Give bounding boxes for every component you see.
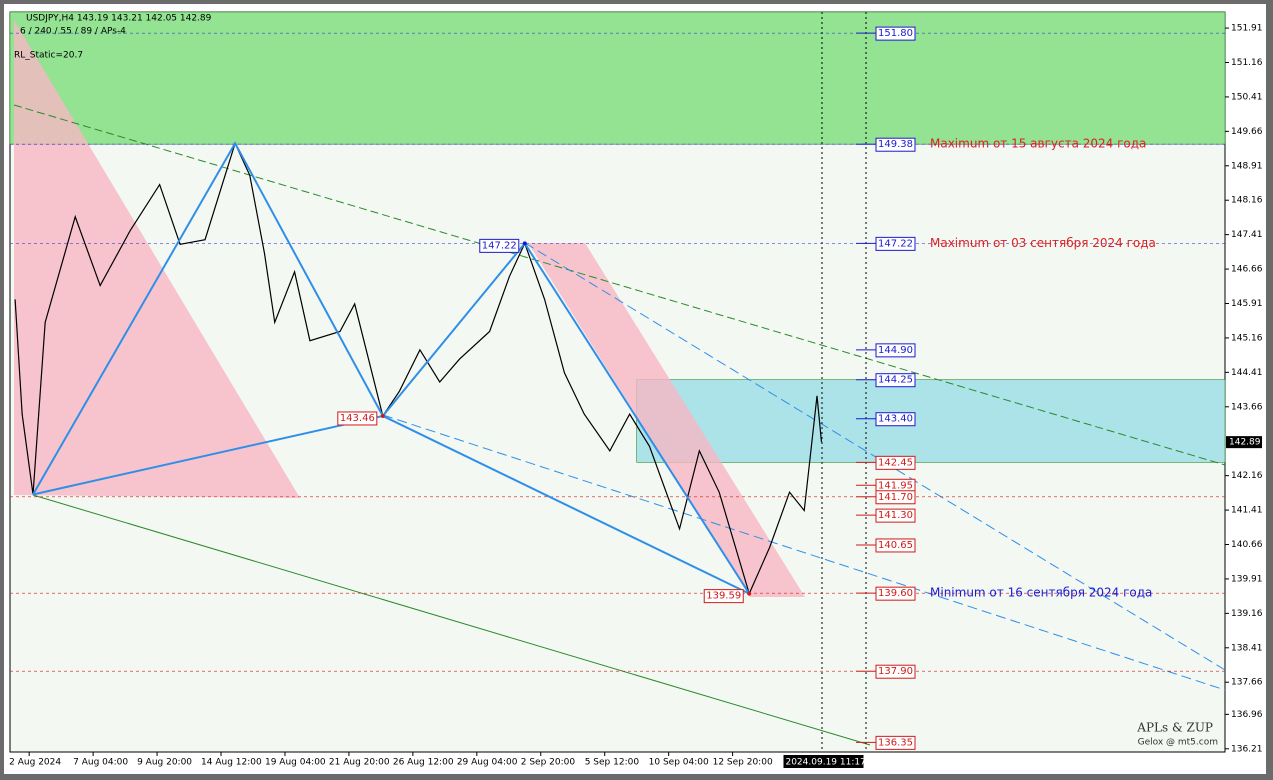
pivot-label-box — [337, 411, 378, 426]
fan-line — [524, 242, 1226, 671]
pivot-label: 139.59 — [706, 591, 741, 602]
cursor-box — [783, 755, 864, 768]
y-tick-label: 140.66 — [1231, 540, 1263, 550]
x-tick-label: 26 Aug 12:00 — [393, 758, 454, 768]
level-label-box — [875, 490, 916, 505]
last-price-box — [1226, 436, 1262, 449]
x-tick-label: 19 Aug 04:00 — [265, 758, 326, 768]
header-line: USDJPY,H4 143.19 143.21 142.05 142.89 — [26, 14, 212, 24]
y-tick-label: 146.66 — [1231, 265, 1263, 275]
y-tick-label: 141.41 — [1231, 506, 1263, 516]
level-label: 140.65 — [878, 540, 913, 551]
x-tick-label: 14 Aug 12:00 — [201, 758, 262, 768]
level-label-box — [875, 343, 916, 358]
y-tick-label: 145.91 — [1231, 299, 1263, 309]
pattern-channel — [528, 243, 805, 597]
level-label-box — [875, 508, 916, 523]
y-tick-label: 147.41 — [1231, 230, 1263, 240]
level-label-box — [875, 137, 916, 152]
y-tick-label: 142.16 — [1231, 471, 1263, 481]
level-label-box — [875, 735, 916, 750]
y-tick-label: 139.16 — [1231, 609, 1263, 619]
level-label: 147.22 — [878, 238, 913, 249]
level-label-box — [875, 412, 916, 427]
level-label-box — [875, 455, 916, 470]
level-note: Maximum от 03 сентября 2024 года — [930, 236, 1156, 250]
x-tick-label: 2 Aug 2024 — [9, 758, 61, 768]
price-line — [14, 141, 823, 596]
level-label: 139.60 — [878, 588, 913, 599]
pivot-label: 147.22 — [482, 240, 517, 251]
trend-line — [32, 494, 871, 746]
y-tick-label: 151.16 — [1231, 58, 1263, 68]
x-tick-label: 2 Sep 20:00 — [521, 758, 576, 768]
level-label: 142.45 — [878, 457, 913, 468]
y-tick-label: 150.41 — [1231, 92, 1263, 102]
y-tick-label: 144.41 — [1231, 368, 1263, 378]
x-tick-label: 29 Aug 04:00 — [457, 758, 518, 768]
level-label: 144.90 — [878, 345, 913, 356]
y-tick-label: 138.41 — [1231, 643, 1263, 653]
level-note: Maximum от 15 августа 2024 года — [930, 137, 1146, 151]
pivot-label-box — [479, 238, 520, 253]
y-tick-label: 143.66 — [1231, 402, 1263, 412]
x-tick-label: 7 Aug 04:00 — [73, 758, 128, 768]
level-label: 137.90 — [878, 666, 913, 677]
x-tick-label: 9 Aug 20:00 — [137, 758, 192, 768]
level-label: 141.70 — [878, 492, 913, 503]
zone — [636, 379, 1226, 463]
y-tick-label: 151.91 — [1231, 24, 1263, 34]
level-label-box — [875, 26, 916, 41]
cursor-label: 2024.09.19 11:17 — [785, 758, 865, 768]
zone — [9, 11, 1226, 145]
level-label-box — [875, 373, 916, 388]
pivot — [380, 413, 385, 418]
footer-text: Gelox @ mt5.com — [1138, 738, 1218, 748]
level-label: 141.95 — [878, 480, 913, 491]
y-tick-label: 136.96 — [1231, 710, 1263, 720]
level-label: 149.38 — [878, 139, 913, 150]
x-tick-label: 5 Sep 12:00 — [585, 758, 640, 768]
x-tick-label: 10 Sep 04:00 — [649, 758, 709, 768]
pivot-label: 143.46 — [340, 413, 375, 424]
header-line: 6 / 240 / 55 / 89 / APs-4 — [20, 27, 126, 37]
x-tick-label: 12 Sep 20:00 — [713, 758, 773, 768]
fan-line — [382, 414, 1226, 691]
header-line: RL_Static=20.7 — [14, 51, 83, 61]
level-label: 151.80 — [878, 28, 913, 39]
y-tick-label: 149.66 — [1231, 127, 1263, 137]
level-label-box — [875, 538, 916, 553]
y-tick-label: 145.16 — [1231, 333, 1263, 343]
x-tick-label: 21 Aug 20:00 — [329, 758, 390, 768]
level-label: 143.40 — [878, 414, 913, 425]
y-tick-label: 136.21 — [1231, 744, 1263, 754]
y-tick-label: 139.91 — [1231, 574, 1263, 584]
level-label-box — [875, 586, 916, 601]
trend-line — [13, 104, 1226, 466]
y-tick-label: 148.91 — [1231, 161, 1263, 171]
pattern-triangle — [14, 20, 300, 498]
pivot — [747, 591, 752, 596]
level-label: 141.30 — [878, 510, 913, 521]
level-note: Minimum от 16 сентября 2024 года — [930, 586, 1152, 600]
y-tick-label: 148.16 — [1231, 196, 1263, 206]
last-price: 142.89 — [1229, 438, 1261, 448]
level-label-box — [875, 664, 916, 679]
level-label: 144.25 — [878, 375, 913, 386]
pivot — [522, 241, 527, 246]
pivot-label-box — [703, 589, 744, 604]
footer-text: APLs & ZUP — [1136, 721, 1213, 735]
level-label-box — [875, 236, 916, 251]
y-tick-label: 137.66 — [1231, 678, 1263, 688]
level-label: 136.35 — [878, 737, 913, 748]
